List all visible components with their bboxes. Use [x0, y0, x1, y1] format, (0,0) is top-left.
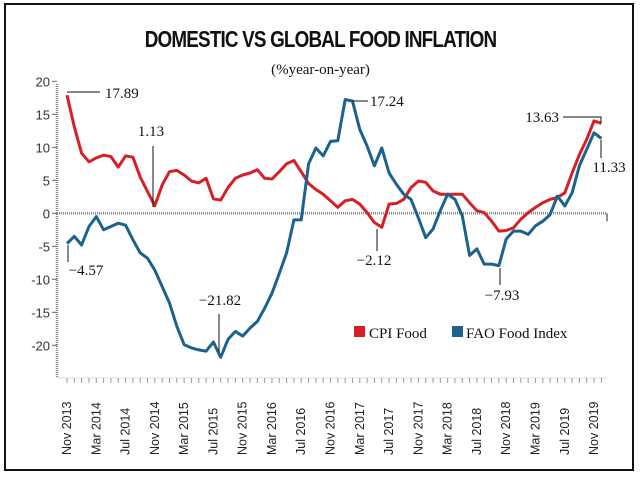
y-tick-label: 10	[36, 140, 50, 155]
x-tick-label: Nov 2014	[148, 401, 162, 455]
x-tick-label: Nov 2017	[411, 401, 425, 455]
annotation-label: −4.57	[69, 263, 104, 279]
x-tick-label: Nov 2016	[324, 401, 338, 455]
annotation-label: −21.82	[199, 293, 241, 309]
legend-label-cpi-food: CPI Food	[369, 326, 427, 342]
annotation-label: −2.12	[357, 253, 392, 269]
x-tick-label: Mar 2019	[528, 402, 542, 455]
x-tick-label: Mar 2017	[353, 402, 367, 455]
x-tick-label: Jul 2018	[470, 408, 484, 455]
legend-label-fao-food-index: FAO Food Index	[466, 326, 568, 342]
annotation-label: −7.93	[485, 288, 520, 304]
chart-subtitle: (%year-on-year)	[271, 62, 370, 78]
annotation-label: 13.63	[525, 110, 559, 126]
x-tick-label: Nov 2013	[60, 401, 74, 455]
x-tick-label: Jul 2017	[382, 408, 396, 455]
annotation-label: 11.33	[592, 160, 625, 176]
y-tick-label: -20	[31, 338, 50, 353]
x-tick-label: Mar 2015	[177, 402, 191, 455]
y-tick-label: 5	[43, 173, 50, 188]
legend-swatch-fao-food-index	[452, 326, 463, 337]
legend-swatch-cpi-food	[354, 326, 365, 337]
annotation-label: 1.13	[138, 124, 164, 140]
x-tick-label: Nov 2018	[499, 401, 513, 455]
x-tick-label: Jul 2014	[119, 408, 133, 455]
annotation-label: 17.24	[370, 94, 404, 110]
x-tick-label: Mar 2018	[441, 402, 455, 455]
chart-border	[4, 3, 634, 471]
x-tick-label: Nov 2019	[587, 401, 601, 455]
annotation-leader-line	[563, 116, 602, 123]
y-tick-label: -15	[31, 305, 50, 320]
x-tick-label: Jul 2019	[558, 408, 572, 455]
series-line-cpi-food	[65, 94, 602, 233]
y-tick-label: -10	[31, 272, 50, 287]
annotation-label: 17.89	[105, 86, 139, 102]
series-line-fao-food-index	[65, 98, 603, 359]
y-tick-label: 0	[43, 206, 50, 221]
x-tick-label: Jul 2016	[294, 408, 308, 455]
y-tick-label: 20	[36, 74, 50, 89]
y-tick-label: -5	[38, 239, 50, 254]
x-tick-label: Jul 2015	[206, 408, 220, 455]
x-tick-label: Mar 2016	[265, 402, 279, 455]
x-tick-label: Mar 2014	[89, 402, 103, 455]
x-tick-label: Nov 2015	[236, 401, 250, 455]
chart-title: DOMESTIC VS GLOBAL FOOD INFLATION	[144, 26, 497, 52]
y-tick-label: 15	[36, 107, 50, 122]
